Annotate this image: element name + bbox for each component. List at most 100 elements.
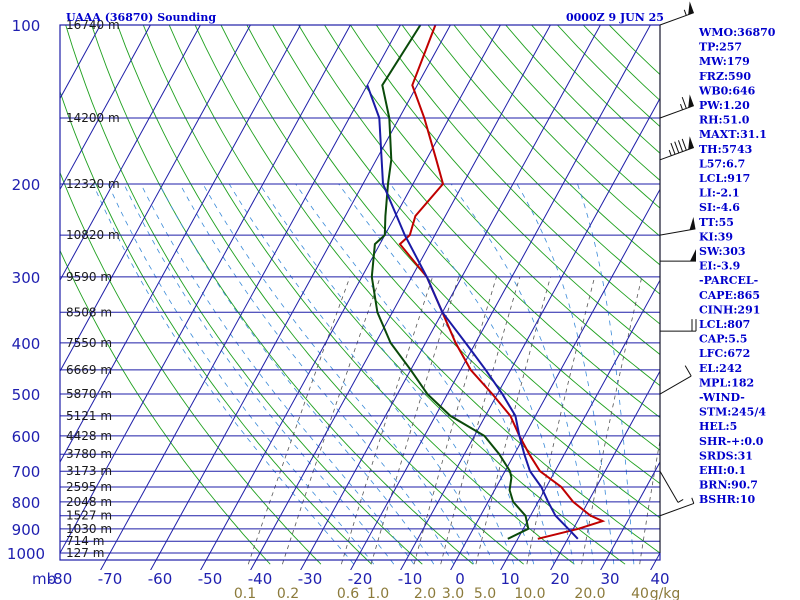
wind-barb-half-feather [680, 103, 684, 110]
moist-adiabat [450, 183, 595, 565]
index-line: EI:-3.9 [699, 260, 740, 273]
temperature-tick-label: -30 [298, 570, 323, 588]
mixing-ratio-line [282, 276, 381, 565]
index-line: SHR-+:0.0 [699, 435, 764, 448]
height-label: 127 m [66, 546, 104, 560]
temperature-tick-label: -40 [248, 570, 273, 588]
wind-barb-staff [659, 375, 692, 395]
mixing-ratio-label: 1.0 [367, 586, 389, 600]
isotherm [250, 25, 551, 570]
temperature-tick-label: -20 [348, 570, 373, 588]
mixing-ratio-line [413, 276, 497, 565]
wind-barb-feather [681, 96, 687, 109]
wind-barb-feather [670, 142, 676, 155]
index-line: PW:1.20 [699, 99, 750, 112]
moist-adiabat [202, 183, 475, 565]
height-label: 10820 m [66, 228, 120, 242]
index-line: MPL:182 [699, 376, 754, 389]
dry-adiabat [60, 249, 271, 565]
mixing-ratio-label: 3.0 [442, 586, 464, 600]
isotherm [60, 25, 301, 464]
index-line: KI:39 [699, 230, 733, 243]
moist-adiabat [577, 183, 635, 565]
height-label: 3173 m [66, 464, 112, 478]
height-label: 5121 m [66, 409, 112, 423]
height-label: 2048 m [66, 495, 112, 509]
pressure-tick-label: 700 [12, 463, 41, 481]
mixing-ratio-label: 2.0 [414, 586, 436, 600]
wind-barb-feather [681, 138, 687, 151]
moist-adiabat [140, 183, 415, 565]
isotherm [300, 25, 601, 570]
traces-layer [366, 25, 606, 540]
temperature-tick-label: 30 [600, 570, 619, 588]
isotherm [60, 25, 101, 100]
pressure-tick-label: 900 [12, 521, 41, 539]
index-line: LFC:672 [699, 347, 750, 360]
temperature-tick-label: -60 [148, 570, 173, 588]
mixing-ratio-line [341, 276, 433, 565]
index-line: TT:55 [699, 216, 734, 229]
temperature-tick-label: 10 [500, 570, 519, 588]
mixing-ratio-line [440, 276, 521, 565]
pressure-tick-label: 300 [12, 269, 41, 287]
pressure-tick-label: 200 [12, 176, 41, 194]
index-line: BRN:90.7 [699, 479, 758, 492]
isotherm [600, 461, 660, 570]
index-line: BSHR:10 [699, 493, 755, 506]
temperature-trace [398, 25, 606, 540]
mixing-ratio-line [370, 276, 460, 565]
wind-barb-half-feather [668, 149, 672, 156]
index-line: CAPE:865 [699, 289, 760, 302]
wind-barb-flag [689, 217, 696, 230]
pressure-tick-label: 600 [12, 428, 41, 446]
height-label: 16740 m [66, 18, 120, 32]
isotherm [60, 25, 351, 555]
parcel-trace [366, 84, 579, 540]
height-label: 4428 m [66, 429, 112, 443]
isotherm [60, 25, 151, 191]
index-line: LI:-2.1 [699, 187, 740, 200]
mixing-ratio-label: 40 [631, 586, 649, 600]
wind-barb-staff [659, 105, 694, 119]
moist-adiabat [123, 183, 395, 565]
height-label: 5870 m [66, 387, 112, 401]
isotherm [200, 25, 501, 570]
wind-barb-feather [677, 140, 684, 152]
wind-barb-flag [690, 249, 696, 262]
mixing-ratio-label: 0.6 [337, 586, 359, 600]
wind-barb-half-feather [677, 498, 684, 503]
height-label: 3780 m [66, 447, 112, 461]
index-line: WB0:646 [698, 84, 756, 97]
isotherm [60, 25, 251, 373]
wind-barb-staff [659, 228, 696, 236]
mixing-ratio-label: 20.0 [574, 586, 605, 600]
mixing-ratio-line [581, 276, 643, 565]
index-line: LCL:917 [699, 172, 750, 185]
wind-barb-feather [684, 365, 692, 377]
pressure-tick-label: 800 [12, 494, 41, 512]
temperature-tick-label: -50 [198, 570, 223, 588]
wind-barb-half-feather [683, 9, 687, 16]
pressure-tick-label: 500 [12, 386, 41, 404]
index-line: SRDS:31 [699, 449, 753, 462]
dewpoint-trace [370, 25, 530, 540]
index-line: RH:51.0 [699, 114, 750, 127]
mixing-ratio-label: 0.1 [234, 586, 256, 600]
moist-adiabat [179, 183, 455, 565]
pressure-tick-label: 100 [12, 17, 41, 35]
moist-adiabat [259, 183, 515, 565]
temperature-tick-label: 40 [650, 570, 669, 588]
height-label: 12320 m [66, 177, 120, 191]
height-label: 14200 m [66, 111, 120, 125]
chart-title: UAAA (36870) Sounding [66, 11, 216, 24]
wind-barb-half-feather [691, 497, 695, 504]
moist-adiabat [107, 183, 375, 565]
wind-barb-staff [659, 502, 694, 517]
isotherm [150, 25, 451, 570]
index-line: MW:179 [699, 55, 750, 68]
height-label: 7550 m [66, 336, 112, 350]
